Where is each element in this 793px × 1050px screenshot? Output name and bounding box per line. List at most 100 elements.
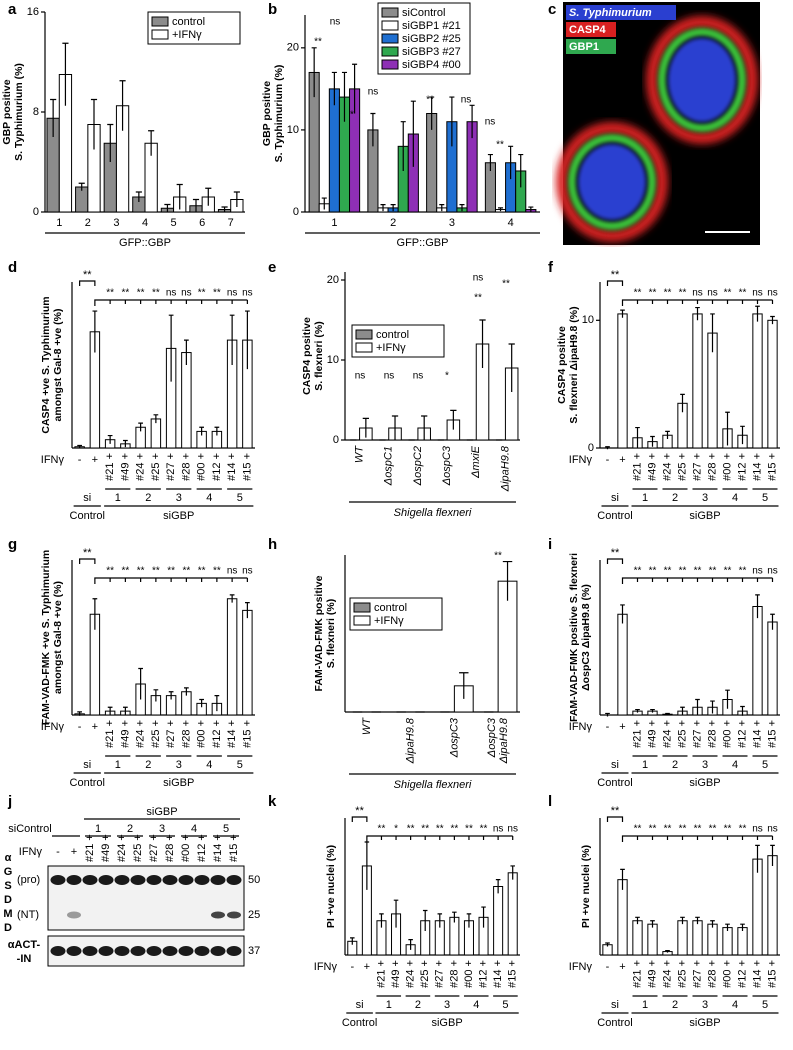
group-label: 5 xyxy=(502,999,508,1011)
band xyxy=(210,875,226,885)
significance: ns xyxy=(368,87,379,98)
significance: ** xyxy=(724,824,732,835)
error-bar xyxy=(770,844,775,866)
significance: ** xyxy=(679,824,687,835)
legend-swatch xyxy=(566,39,616,54)
band xyxy=(162,946,178,956)
band xyxy=(67,911,81,919)
x-tick-label: #15 + xyxy=(766,453,778,481)
group-label: 4 xyxy=(191,823,197,835)
error-bar xyxy=(620,309,625,318)
ifn-label: IFNγ xyxy=(19,846,43,858)
x-tick-label: #24 + xyxy=(135,720,147,748)
significance: ns xyxy=(767,288,778,299)
legend-label: siControl xyxy=(402,7,445,19)
x-tick-label: ΔipaH9.8 xyxy=(499,445,511,492)
significance: ** xyxy=(496,140,504,151)
error-bar xyxy=(214,426,220,436)
significance: ** xyxy=(679,566,687,577)
error-bar xyxy=(620,868,625,890)
x-tick-label: #28 + xyxy=(706,720,718,748)
x-tick-label: - xyxy=(350,961,354,973)
significance: ** xyxy=(611,547,620,559)
group-label: 2 xyxy=(145,492,151,504)
error-bar xyxy=(350,937,355,945)
x-tick-label: #21 + xyxy=(631,960,643,988)
significance: ns xyxy=(413,371,424,382)
error-bar xyxy=(650,920,655,928)
y-axis-label: S. Typhimurium (%) xyxy=(273,65,285,163)
sigbp-label: siGBP xyxy=(163,777,194,789)
legend-swatch xyxy=(151,29,169,40)
sig-bracket xyxy=(351,816,368,822)
bar xyxy=(647,923,658,956)
bar xyxy=(328,88,340,213)
x-tick-label: + xyxy=(92,721,98,733)
x-tick-label: #27 + xyxy=(691,960,703,988)
bar xyxy=(242,609,253,716)
control-label: Control xyxy=(342,1017,377,1029)
legend-label: +IFNγ xyxy=(374,615,404,627)
significance: ** xyxy=(611,805,620,817)
x-tick-label: #14 + xyxy=(751,960,763,988)
x-tick-label: #24 + xyxy=(661,960,673,988)
error-bar xyxy=(92,310,98,353)
error-bar xyxy=(502,560,513,601)
x-tick-label: - xyxy=(78,454,82,466)
x-tick-label: + xyxy=(364,961,370,973)
error-bar xyxy=(422,909,428,932)
error-bar xyxy=(479,319,486,368)
group-label: 2 xyxy=(672,492,678,504)
group-label: 4 xyxy=(206,492,212,504)
y-axis-label: S. flexneri (%) xyxy=(313,321,325,390)
x-tick-label: ΔipaH9.8 xyxy=(405,717,417,764)
error-bar xyxy=(665,712,670,715)
legend-label: control xyxy=(374,602,407,614)
legend-swatch xyxy=(381,7,399,18)
band xyxy=(130,946,146,956)
band xyxy=(66,875,82,885)
bar xyxy=(181,352,192,449)
group-label: 5 xyxy=(237,759,243,771)
significance: ns xyxy=(692,288,703,299)
y-tick-label: 10 xyxy=(287,124,299,136)
significance: ** xyxy=(664,824,672,835)
ifn-label: IFNγ xyxy=(569,961,593,973)
group-label: 5 xyxy=(762,492,768,504)
bar xyxy=(493,886,504,956)
error-bar xyxy=(605,712,610,717)
error-bar xyxy=(138,667,143,700)
significance: ** xyxy=(739,566,747,577)
y-axis-label: PI +ve nuclei (%) xyxy=(325,845,337,928)
antibody-label: M xyxy=(3,908,12,920)
significance: ** xyxy=(649,824,657,835)
legend-label: +IFNγ xyxy=(376,342,406,354)
error-bar xyxy=(153,689,159,702)
panel-label: c xyxy=(548,1,556,18)
gbp1-signal xyxy=(568,134,656,230)
y-axis-label: S. Typhimurium (%) xyxy=(13,63,25,161)
error-bar xyxy=(123,439,128,448)
bar xyxy=(737,927,748,956)
significance: ** xyxy=(121,566,129,577)
error-bar xyxy=(176,183,183,210)
error-bar xyxy=(199,426,204,436)
lane-label: #21 + xyxy=(84,834,96,862)
error-bar xyxy=(508,145,514,180)
group-label: 4 xyxy=(732,759,738,771)
significance: ** xyxy=(480,824,488,835)
y-axis-label: FAM-VAD-FMK +ve S. Typhimurium xyxy=(40,550,52,726)
x-tick-label: #14 + xyxy=(492,960,504,988)
significance: ** xyxy=(450,824,458,835)
significance: ns xyxy=(181,288,192,299)
y-axis-label: amongst Gal-8 +ve (%) xyxy=(52,309,64,422)
significance: ** xyxy=(198,288,206,299)
x-tick-label: #15 + xyxy=(766,720,778,748)
sigbp-label: siGBP xyxy=(689,777,720,789)
error-bar xyxy=(518,153,524,188)
legend-swatch xyxy=(566,22,616,37)
group-label: 1 xyxy=(642,999,648,1011)
error-bar xyxy=(510,865,515,880)
significance: ** xyxy=(664,288,672,299)
